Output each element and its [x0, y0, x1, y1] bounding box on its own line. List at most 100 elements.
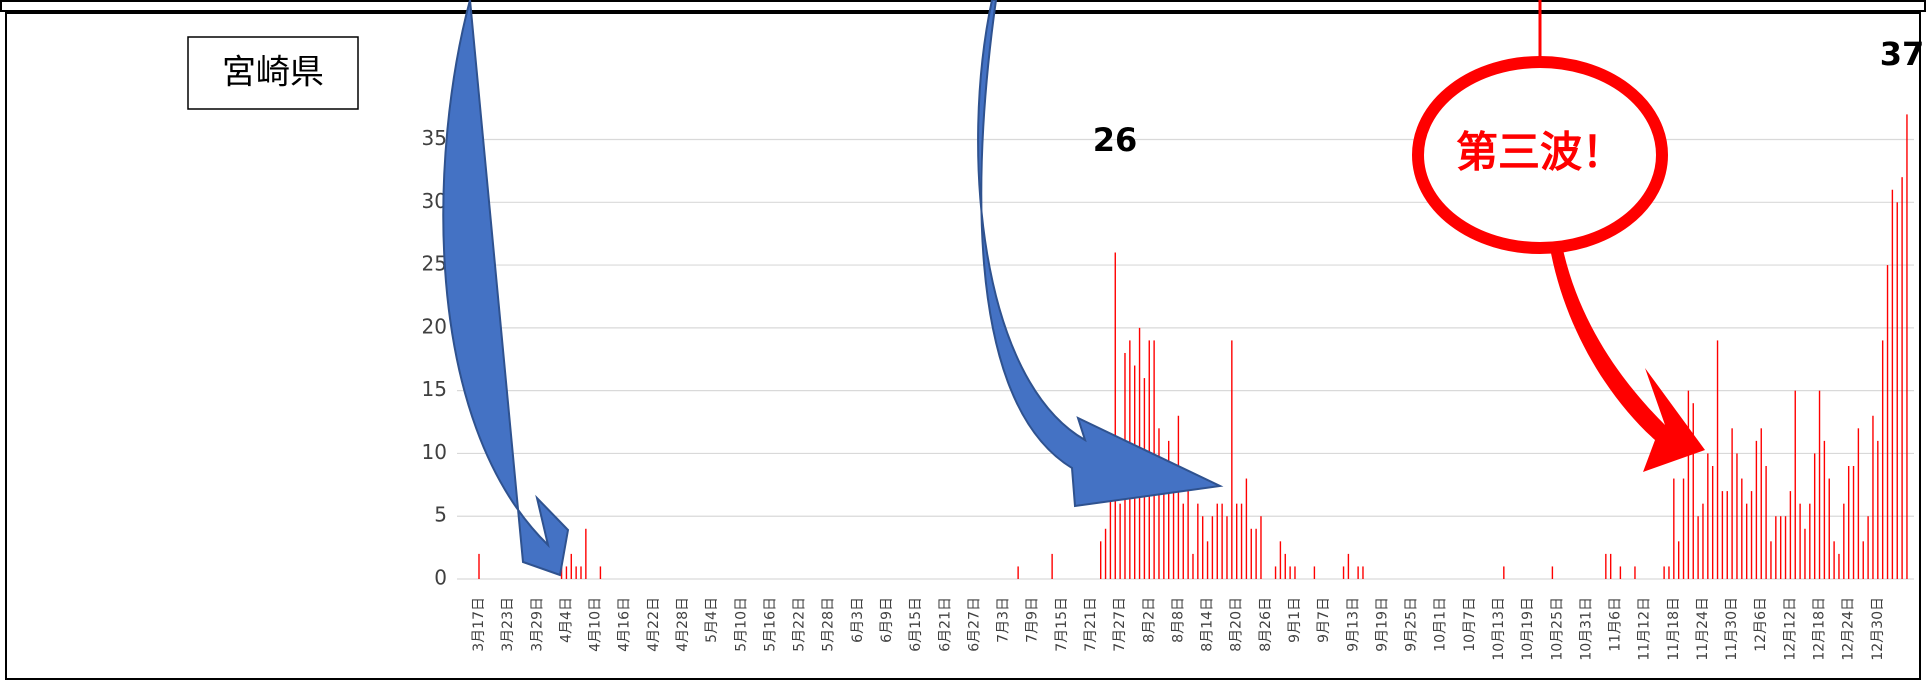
- bar: [1100, 541, 1101, 579]
- bar: [1702, 504, 1703, 579]
- bar: [1668, 566, 1669, 579]
- arrow: [1550, 245, 1705, 472]
- bar: [1348, 554, 1349, 579]
- bar: [1780, 516, 1781, 579]
- chart: 051015202530353月17日3月23日3月29日4月4日4月10日4月…: [0, 0, 1926, 680]
- bar: [580, 566, 581, 579]
- bar: [1892, 190, 1893, 579]
- x-tick-label: 12月30日: [1870, 597, 1886, 661]
- bar: [1294, 566, 1295, 579]
- x-tick-label: 11月24日: [1695, 597, 1711, 661]
- bar: [1804, 529, 1805, 579]
- x-tick-label: 3月17日: [471, 597, 487, 652]
- x-tick-label: 11月30日: [1724, 597, 1740, 661]
- bar: [1241, 504, 1242, 579]
- x-tick-label: 9月1日: [1287, 597, 1303, 643]
- bar: [1814, 453, 1815, 579]
- x-tick-label: 8月8日: [1170, 597, 1186, 643]
- bar: [1809, 504, 1810, 579]
- bar: [571, 554, 572, 579]
- bar: [1785, 516, 1786, 579]
- bar: [1843, 504, 1844, 579]
- bar: [1289, 566, 1290, 579]
- bar: [1236, 504, 1237, 579]
- bar: [1838, 554, 1839, 579]
- bar: [1693, 403, 1694, 579]
- bar: [1197, 504, 1198, 579]
- bar: [1746, 504, 1747, 579]
- x-tick-label: 5月16日: [762, 597, 778, 652]
- x-tick-label: 11月6日: [1608, 597, 1624, 652]
- bar: [1202, 516, 1203, 579]
- bar: [1829, 479, 1830, 579]
- bar: [1853, 466, 1854, 579]
- bar: [1688, 391, 1689, 579]
- bar: [1751, 491, 1752, 579]
- bar: [1552, 566, 1553, 579]
- x-tick-label: 10月19日: [1520, 597, 1536, 661]
- bar: [1736, 453, 1737, 579]
- bar: [1795, 391, 1796, 579]
- x-tick-label: 12月6日: [1753, 597, 1769, 652]
- bar: [1178, 416, 1179, 579]
- bar: [1697, 516, 1698, 579]
- y-tick-label: 35: [422, 126, 447, 150]
- x-tick-label: 12月12日: [1782, 597, 1798, 661]
- bar: [575, 566, 576, 579]
- bar: [1775, 516, 1776, 579]
- x-tick-label: 4月28日: [675, 597, 691, 652]
- bar: [1187, 491, 1188, 579]
- bar: [1824, 441, 1825, 579]
- y-tick-label: 20: [422, 314, 447, 338]
- x-tick-label: 4月4日: [558, 597, 574, 643]
- bar: [1897, 202, 1898, 579]
- bar: [1158, 428, 1159, 579]
- x-tick-label: 12月18日: [1812, 597, 1828, 661]
- bar: [1251, 529, 1252, 579]
- bar: [1115, 253, 1116, 579]
- bar: [1357, 566, 1358, 579]
- x-tick-label: 6月27日: [966, 597, 982, 652]
- bar: [1260, 516, 1261, 579]
- bar: [1221, 504, 1222, 579]
- bar: [1620, 566, 1621, 579]
- arrow: [443, 0, 568, 575]
- bar: [1877, 441, 1878, 579]
- bar: [478, 554, 479, 579]
- bar: [1765, 466, 1766, 579]
- bar: [1605, 554, 1606, 579]
- x-tick-label: 10月7日: [1462, 597, 1478, 652]
- bar: [1799, 504, 1800, 579]
- y-tick-label: 0: [434, 566, 447, 590]
- y-tick-label: 15: [422, 377, 447, 401]
- bar: [1610, 554, 1611, 579]
- bar: [1901, 177, 1902, 579]
- x-tick-label: 8月26日: [1258, 597, 1274, 652]
- bar: [1882, 340, 1883, 579]
- bar: [566, 566, 567, 579]
- bar: [1285, 554, 1286, 579]
- x-tick-label: 11月18日: [1666, 597, 1682, 661]
- bar: [1207, 541, 1208, 579]
- bar: [1731, 428, 1732, 579]
- bar: [1790, 491, 1791, 579]
- x-tick-label: 5月10日: [733, 597, 749, 652]
- bar: [1119, 504, 1120, 579]
- bar: [1906, 114, 1907, 579]
- bar: [1362, 566, 1363, 579]
- bar: [1634, 566, 1635, 579]
- x-tick-label: 9月19日: [1374, 597, 1390, 652]
- bar: [1867, 516, 1868, 579]
- x-tick-label: 4月10日: [588, 597, 604, 652]
- y-tick-label: 5: [434, 503, 447, 527]
- annotation: 37: [1880, 35, 1925, 73]
- bar: [1226, 516, 1227, 579]
- bar: [1858, 428, 1859, 579]
- bar: [1503, 566, 1504, 579]
- x-tick-label: 5月22日: [792, 597, 808, 652]
- x-tick-label: 11月12日: [1637, 597, 1653, 661]
- bar: [1314, 566, 1315, 579]
- bar: [1246, 479, 1247, 579]
- x-tick-label: 8月20日: [1229, 597, 1245, 652]
- x-tick-label: 7月27日: [1112, 597, 1128, 652]
